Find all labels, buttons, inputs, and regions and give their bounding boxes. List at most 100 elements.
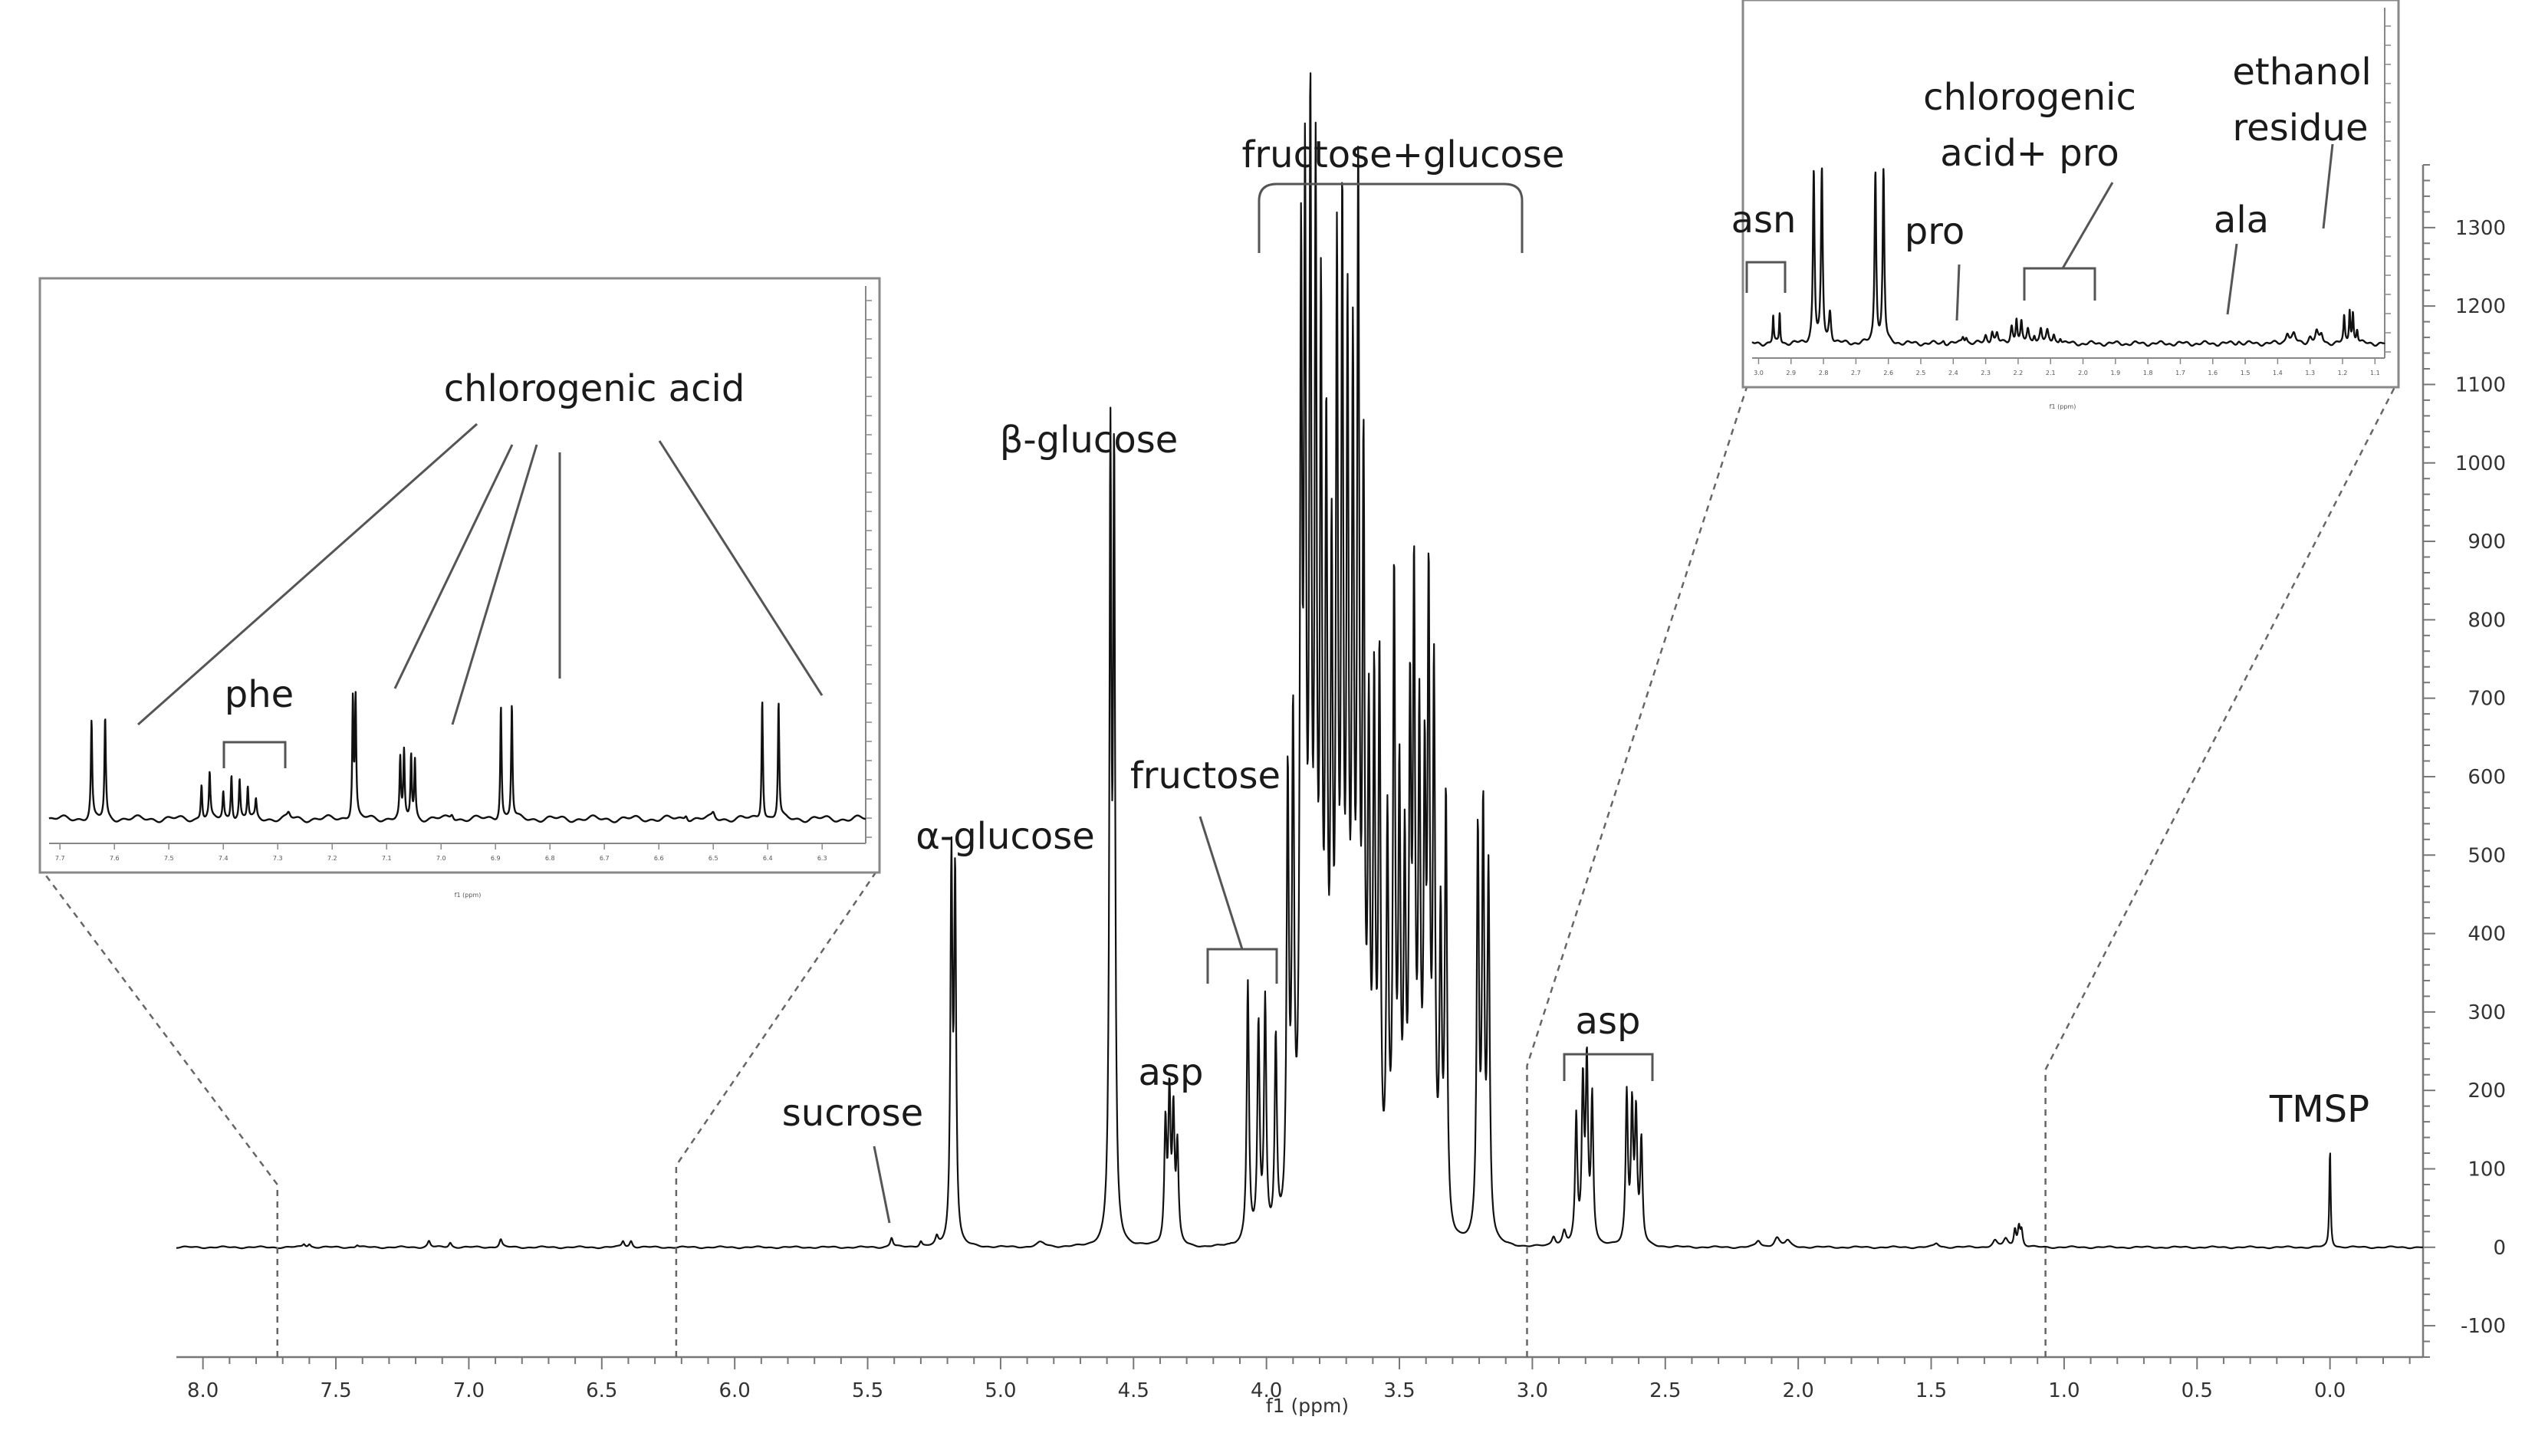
pointer-chlorogenic-5 bbox=[658, 440, 824, 696]
pointer-sucrose bbox=[873, 1145, 891, 1224]
inset-x-tick-label: 7.4 bbox=[219, 855, 229, 862]
inset-aliphatic-region: 3.0 2.9 2.8 2.7 2.6 2.5 2.4 2.3 2.2 2.1 2.0 1.9 1.8 1… bbox=[1741, 0, 2400, 410]
label-asn: asn bbox=[1731, 199, 1797, 242]
label-pro: pro bbox=[1905, 210, 1965, 253]
x-tick-label: 3.0 bbox=[1517, 1379, 1548, 1402]
inset-x-tick-label: 2.4 bbox=[1948, 370, 1958, 376]
x-tick-label: 0.5 bbox=[2182, 1379, 2213, 1402]
inset-aliphatic-xlabel: f1 (ppm) bbox=[2050, 403, 2076, 410]
main-spectrum-line bbox=[176, 72, 2424, 1250]
inset-aromatic-axes: 7.7 7.6 7.5 7.4 7.3 7.2 7.1 7.0 6.9 6.8 6.7 6.6 6.5 6… bbox=[49, 286, 872, 862]
label-fructose: fructose bbox=[1130, 754, 1281, 797]
x-tick-label: 6.5 bbox=[586, 1379, 617, 1402]
pointer-ala bbox=[2226, 243, 2238, 315]
y-tick-label: 1000 bbox=[2455, 452, 2506, 475]
inset-x-tick-label: 1.9 bbox=[2110, 370, 2120, 376]
pointer-chlorogenic-3 bbox=[451, 444, 538, 725]
connector-aliphatic-right bbox=[2044, 386, 2396, 1357]
inset-x-tick-label: 7.0 bbox=[436, 855, 446, 862]
inset-x-tick-label: 7.2 bbox=[327, 855, 337, 862]
inset-x-tick-label: 1.7 bbox=[2175, 370, 2185, 376]
connector-aromatic-right bbox=[675, 872, 877, 1357]
inset-x-tick-label: 7.3 bbox=[273, 855, 283, 862]
x-tick-label: 2.0 bbox=[1782, 1379, 1813, 1402]
x-tick-label: 7.0 bbox=[453, 1379, 485, 1402]
inset-x-tick-label: 1.6 bbox=[2208, 370, 2218, 376]
annotation-labels: fructose+glucose β-glucose α-glucose fru… bbox=[225, 51, 2372, 1135]
inset-x-tick-label: 1.1 bbox=[2370, 370, 2380, 376]
x-tick-label: 1.5 bbox=[1915, 1379, 1947, 1402]
pointer-fructose bbox=[1198, 816, 1244, 950]
inset-x-tick-label: 2.2 bbox=[2014, 370, 2024, 376]
y-tick-label: 1300 bbox=[2455, 217, 2506, 240]
inset-x-tick-label: 2.3 bbox=[1981, 370, 1991, 376]
y-tick-label: 1200 bbox=[2455, 295, 2506, 318]
bracket-fructose-glucose bbox=[1258, 182, 1524, 253]
label-asp-4-3ppm: asp bbox=[1139, 1051, 1204, 1094]
label-sucrose: sucrose bbox=[782, 1092, 923, 1135]
inset-x-tick-label: 6.6 bbox=[654, 855, 664, 862]
label-fructose-glucose: fructose+glucose bbox=[1242, 133, 1565, 176]
inset-x-tick-label: 2.8 bbox=[1819, 370, 1829, 376]
connector-aromatic-left bbox=[42, 872, 279, 1357]
y-tick-label: 700 bbox=[2468, 688, 2506, 711]
pointer-chlorogenic-2 bbox=[393, 444, 514, 689]
inset-x-tick-label: 2.6 bbox=[1883, 370, 1893, 376]
label-chlorogenic-pro-line2: acid+ pro bbox=[1940, 132, 2119, 175]
pointer-chlorogenic-pro bbox=[2061, 182, 2114, 269]
pointer-chlorogenic-1 bbox=[137, 422, 478, 726]
inset-aromatic-xlabel: f1 (ppm) bbox=[455, 892, 482, 899]
bracket-chlorogenic-pro bbox=[2023, 267, 2096, 301]
label-phe: phe bbox=[225, 673, 294, 716]
x-tick-label: 6.0 bbox=[718, 1379, 750, 1402]
y-tick-label: 1100 bbox=[2455, 373, 2506, 396]
inset-x-tick-label: 6.9 bbox=[491, 855, 501, 862]
inset-x-tick-label: 2.9 bbox=[1786, 370, 1796, 376]
inset-x-tick-label: 6.7 bbox=[600, 855, 610, 862]
y-tick-label: 100 bbox=[2468, 1158, 2506, 1181]
inset-x-tick-label: 7.6 bbox=[110, 855, 120, 862]
inset-x-tick-label: 6.3 bbox=[817, 855, 827, 862]
inset-x-tick-label: 7.7 bbox=[55, 855, 65, 862]
annotation-brackets bbox=[137, 143, 2334, 1224]
inset-x-tick-label: 6.5 bbox=[709, 855, 718, 862]
inset-aromatic-spectrum-line bbox=[48, 691, 866, 823]
inset-x-tick-label: 1.5 bbox=[2241, 370, 2251, 376]
connector-aliphatic-left bbox=[1526, 386, 1748, 1357]
inset-x-tick-label: 1.8 bbox=[2143, 370, 2153, 376]
x-tick-label: 3.5 bbox=[1383, 1379, 1415, 1402]
y-tick-label: 500 bbox=[2468, 844, 2506, 867]
x-tick-label: 5.0 bbox=[985, 1379, 1016, 1402]
inset-aliphatic-spectrum-line bbox=[1751, 167, 2385, 347]
pointer-ethanol bbox=[2322, 143, 2334, 229]
pointer-pro bbox=[1955, 264, 1961, 321]
inset-x-tick-label: 7.5 bbox=[164, 855, 174, 862]
y-tick-label: 400 bbox=[2468, 923, 2506, 946]
y-tick-label: 300 bbox=[2468, 1001, 2506, 1024]
inset-x-tick-label: 2.1 bbox=[2046, 370, 2056, 376]
label-ethanol-line1: ethanol bbox=[2232, 51, 2371, 94]
x-tick-label: 7.5 bbox=[320, 1379, 351, 1402]
inset-x-tick-label: 2.5 bbox=[1916, 370, 1926, 376]
zoom-connectors bbox=[42, 386, 2396, 1357]
x-tick-label: 5.5 bbox=[852, 1379, 883, 1402]
label-beta-glucose: β-glucose bbox=[1000, 419, 1178, 462]
label-tmsp: TMSP bbox=[2269, 1088, 2369, 1131]
x-tick-label: 2.5 bbox=[1649, 1379, 1681, 1402]
y-tick-label: 600 bbox=[2468, 766, 2506, 789]
label-ala: ala bbox=[2214, 199, 2269, 242]
bracket-asp bbox=[1563, 1053, 1654, 1081]
bracket-asn bbox=[1745, 261, 1787, 293]
x-tick-label: 0.0 bbox=[2314, 1379, 2346, 1402]
x-tick-label: 4.5 bbox=[1118, 1379, 1149, 1402]
label-alpha-glucose: α-glucose bbox=[916, 815, 1094, 858]
inset-x-tick-label: 2.7 bbox=[1851, 370, 1861, 376]
inset-x-tick-label: 2.0 bbox=[2078, 370, 2088, 376]
inset-x-tick-label: 6.8 bbox=[545, 855, 555, 862]
inset-aromatic-region: 7.7 7.6 7.5 7.4 7.3 7.2 7.1 7.0 6.9 6.8 6.7 6.6 6.5 6… bbox=[38, 277, 881, 899]
y-tick-label: 900 bbox=[2468, 531, 2506, 554]
inset-x-tick-label: 7.1 bbox=[382, 855, 392, 862]
main-axes: 8.0 7.5 7.0 6.5 6.0 5.5 5.0 4.5 4.0 3.5 3.0 2.5 2.0 1… bbox=[176, 164, 2506, 1402]
label-chlorogenic-acid: chlorogenic acid bbox=[444, 367, 745, 410]
